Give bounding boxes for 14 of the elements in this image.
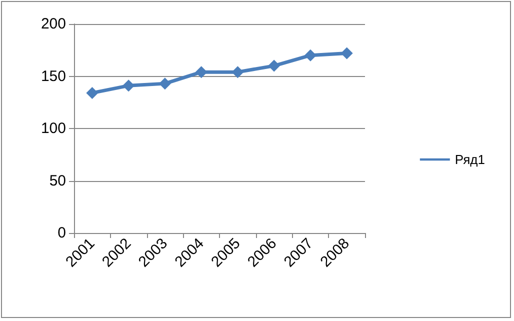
y-tick-label: 150	[40, 68, 66, 85]
point	[232, 66, 244, 78]
legend-label: Ряд1	[454, 152, 486, 167]
y-tick-label: 200	[40, 16, 66, 32]
point	[268, 60, 280, 72]
point	[158, 78, 171, 90]
point	[304, 49, 316, 62]
point	[86, 86, 98, 99]
point	[340, 47, 353, 60]
point	[195, 66, 208, 78]
y-tick-label: 50	[49, 172, 66, 190]
point	[122, 80, 135, 92]
y-tick-label: 100	[40, 120, 66, 137]
y-tick-label: 0	[58, 224, 66, 242]
